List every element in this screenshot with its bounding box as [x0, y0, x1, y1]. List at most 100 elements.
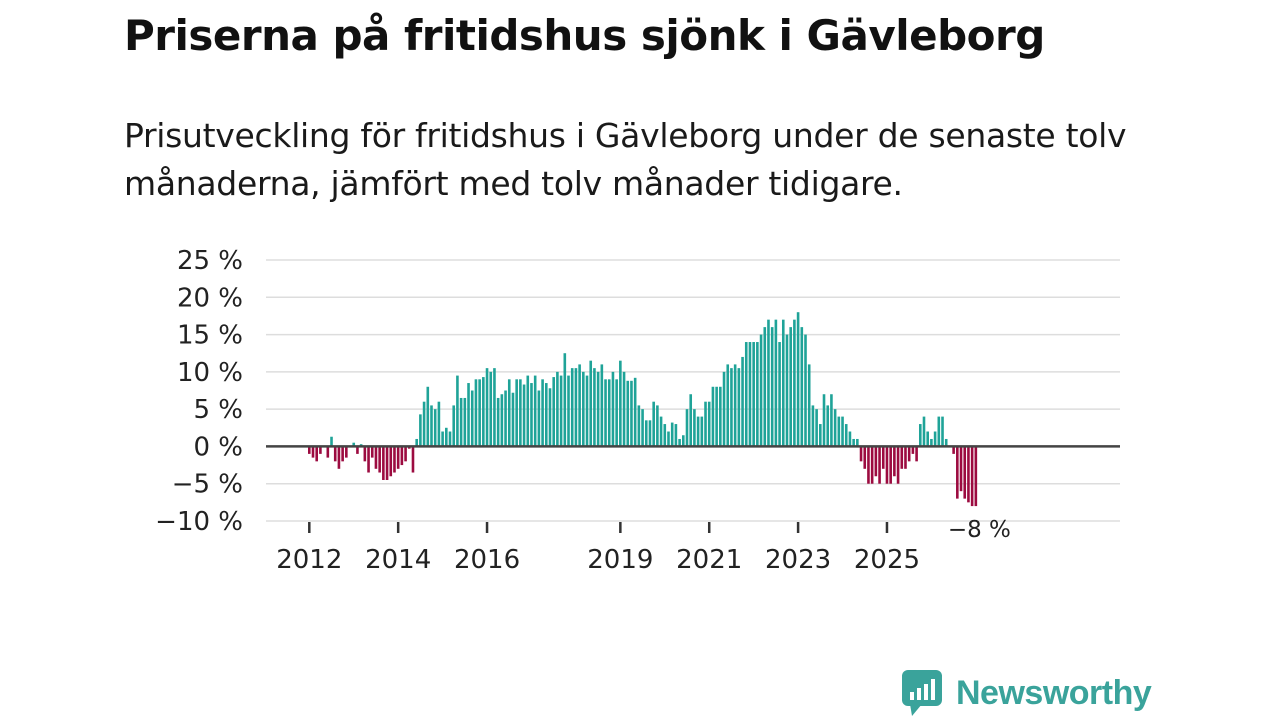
- bar: [796, 312, 800, 447]
- bar: [974, 446, 978, 507]
- y-tick-label: 10 %: [177, 358, 243, 388]
- bar: [670, 422, 674, 447]
- bar: [622, 371, 626, 447]
- bar: [904, 446, 907, 469]
- bar: [848, 431, 852, 447]
- bar: [367, 446, 370, 473]
- bar: [744, 342, 748, 447]
- bar: [611, 371, 615, 447]
- bar: [900, 446, 904, 469]
- bar: [311, 446, 315, 458]
- bar: [763, 327, 767, 447]
- bar: [715, 386, 718, 447]
- bar: [926, 431, 930, 447]
- bar: [333, 446, 337, 462]
- bar: [930, 438, 933, 447]
- bar: [789, 327, 792, 447]
- bar: [556, 371, 559, 447]
- x-tick-label: 2023: [765, 545, 831, 575]
- bar: [707, 401, 711, 447]
- bar: [315, 446, 319, 462]
- bar: [941, 416, 944, 447]
- bar: [463, 397, 467, 447]
- bar: [378, 446, 381, 473]
- bar: [711, 386, 715, 447]
- bar: [770, 327, 774, 447]
- bar: [578, 364, 581, 447]
- bar: [337, 446, 341, 469]
- x-tick-label: 2025: [854, 545, 920, 575]
- bar: [374, 446, 378, 469]
- bar: [415, 438, 418, 447]
- bar: [308, 446, 311, 454]
- bar: [833, 409, 837, 447]
- brand-name: Newsworthy: [956, 673, 1152, 712]
- bar: [485, 368, 489, 447]
- bar: [815, 409, 818, 447]
- bar: [352, 442, 356, 447]
- bar: [637, 405, 641, 447]
- bar: [459, 397, 463, 447]
- bar: [426, 386, 430, 447]
- bar: [893, 446, 896, 477]
- bar: [430, 405, 433, 447]
- bar: [504, 390, 507, 447]
- bar: [859, 446, 863, 462]
- bar: [907, 446, 911, 462]
- y-tick-label: −10 %: [155, 507, 243, 537]
- bar: [878, 446, 881, 484]
- bar: [470, 390, 474, 447]
- x-tick-label: 2021: [676, 545, 742, 575]
- bar: [626, 380, 630, 447]
- bar: [400, 446, 404, 466]
- bar: [522, 384, 526, 447]
- bar: [363, 446, 367, 462]
- bar: [596, 371, 600, 447]
- y-tick-label: 15 %: [177, 321, 243, 351]
- bar: [552, 377, 555, 447]
- bar: [952, 446, 955, 454]
- bar: [959, 446, 963, 492]
- bar: [685, 409, 689, 447]
- bar: [563, 353, 567, 447]
- bar: [526, 375, 530, 447]
- bar: [345, 446, 348, 458]
- bar: [830, 394, 833, 447]
- annotations: −8 %: [948, 517, 1011, 543]
- bar: [956, 446, 959, 499]
- bar: [863, 446, 867, 469]
- newsworthy-logo-icon: [902, 670, 942, 716]
- bar: [567, 375, 570, 447]
- bar: [896, 446, 900, 484]
- y-tick-label: 5 %: [193, 395, 243, 425]
- bar: [844, 424, 848, 447]
- bar: [778, 342, 781, 447]
- x-tick-label: 2012: [276, 545, 342, 575]
- bar: [456, 375, 459, 447]
- bar: [752, 342, 755, 447]
- bar: [467, 383, 470, 447]
- bar: [515, 379, 518, 447]
- bar: [667, 431, 670, 447]
- bar: [918, 424, 922, 447]
- bar: [748, 342, 752, 447]
- bar: [656, 405, 659, 447]
- bar: [689, 394, 693, 447]
- bar: [593, 368, 596, 447]
- bar: [774, 319, 778, 447]
- bar: [726, 364, 730, 447]
- x-tick-label: 2016: [454, 545, 520, 575]
- x-tick-label: 2014: [365, 545, 431, 575]
- bar: [822, 394, 826, 447]
- gridlines: [266, 259, 1120, 522]
- bar: [474, 379, 478, 447]
- bar: [633, 377, 637, 447]
- chart-title: Priserna på fritidshus sjönk i Gävleborg: [124, 11, 1045, 60]
- bar: [911, 446, 915, 454]
- bar: [793, 319, 796, 447]
- bars: [308, 312, 978, 507]
- bar: [544, 383, 548, 447]
- bar: [589, 360, 593, 447]
- bar: [607, 379, 611, 447]
- bar: [437, 401, 441, 447]
